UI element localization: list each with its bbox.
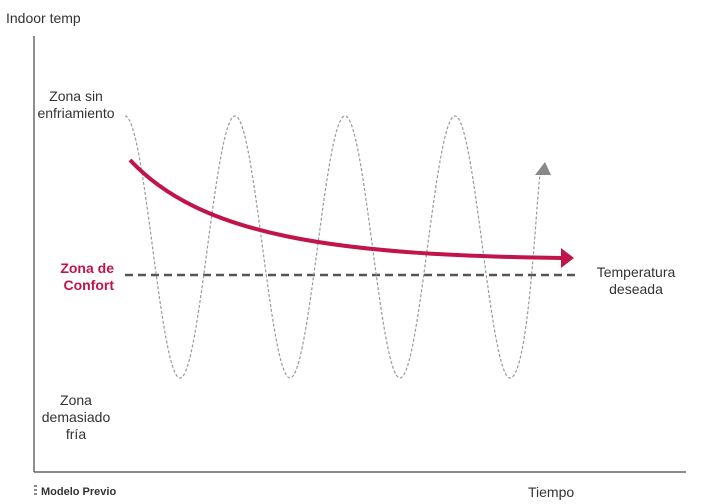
x-axis-label: Tiempo	[528, 484, 575, 500]
previous-model-oscillation	[124, 115, 542, 379]
oscillation-arrowhead	[535, 162, 551, 175]
legend-label: Modelo Previo	[41, 486, 117, 498]
desired-temp-label: Temperatura deseada	[596, 264, 676, 297]
zone-comfort-label: Zona de Confort	[60, 260, 114, 293]
y-axis-label: Indoor temp	[6, 10, 81, 26]
zone-too-cold-label: Zona demasiado fría	[41, 392, 111, 442]
comfort-curve	[128, 158, 563, 260]
legend-dashed-icon	[34, 485, 37, 497]
comfort-curve-arrowhead	[561, 248, 574, 268]
zone-no-cooling-label: Zona sin enfriamiento	[37, 88, 115, 121]
legend: Modelo Previo	[34, 485, 116, 498]
